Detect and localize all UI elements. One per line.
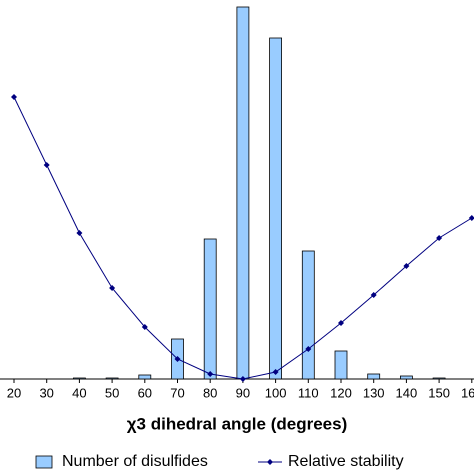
x-tick-label: 60 <box>138 385 152 400</box>
line-marker <box>11 94 17 100</box>
bar <box>236 6 250 380</box>
line-marker <box>207 371 214 377</box>
bar <box>334 350 348 380</box>
line-marker <box>436 235 443 241</box>
bar <box>138 374 152 380</box>
bar <box>269 37 283 380</box>
line-marker <box>109 285 116 291</box>
line-marker <box>43 162 50 168</box>
legend-swatch <box>35 455 53 469</box>
line-marker <box>468 215 474 221</box>
line-marker <box>305 346 312 352</box>
line-marker <box>174 356 181 362</box>
x-tick-label: 80 <box>203 385 217 400</box>
bar <box>73 377 86 380</box>
bar <box>367 373 381 380</box>
x-tick-label: 20 <box>7 385 21 400</box>
line-marker <box>76 230 83 236</box>
x-tick-label: 40 <box>72 385 86 400</box>
x-tick-label: 70 <box>170 385 184 400</box>
bar <box>203 238 217 380</box>
line-marker <box>141 324 148 330</box>
x-tick-label: 110 <box>298 385 319 400</box>
bar <box>399 375 413 380</box>
line-marker <box>338 320 344 326</box>
x-tick-label: 150 <box>428 385 450 400</box>
x-tick-label: 50 <box>105 385 119 400</box>
x-tick-label: 100 <box>265 385 287 400</box>
legend-label: Number of disulfides <box>62 453 208 470</box>
x-tick-label: 120 <box>330 385 352 400</box>
x-tick-label: 30 <box>39 385 53 400</box>
x-tick-label: 90 <box>236 385 250 400</box>
legend-label: Relative stability <box>288 453 404 470</box>
bar <box>105 377 119 380</box>
legend-marker <box>267 459 273 465</box>
line-marker <box>370 292 377 298</box>
line-marker <box>403 263 410 269</box>
line-marker <box>239 376 246 382</box>
line-marker <box>272 369 279 375</box>
bar <box>432 377 446 380</box>
x-tick-label: 140 <box>396 385 418 400</box>
bar <box>301 250 315 380</box>
x-tick-label: 130 <box>363 385 385 400</box>
x-axis-label: χ3 dihedral angle (degrees) <box>127 414 347 433</box>
x-tick-label: 160 <box>461 385 474 400</box>
